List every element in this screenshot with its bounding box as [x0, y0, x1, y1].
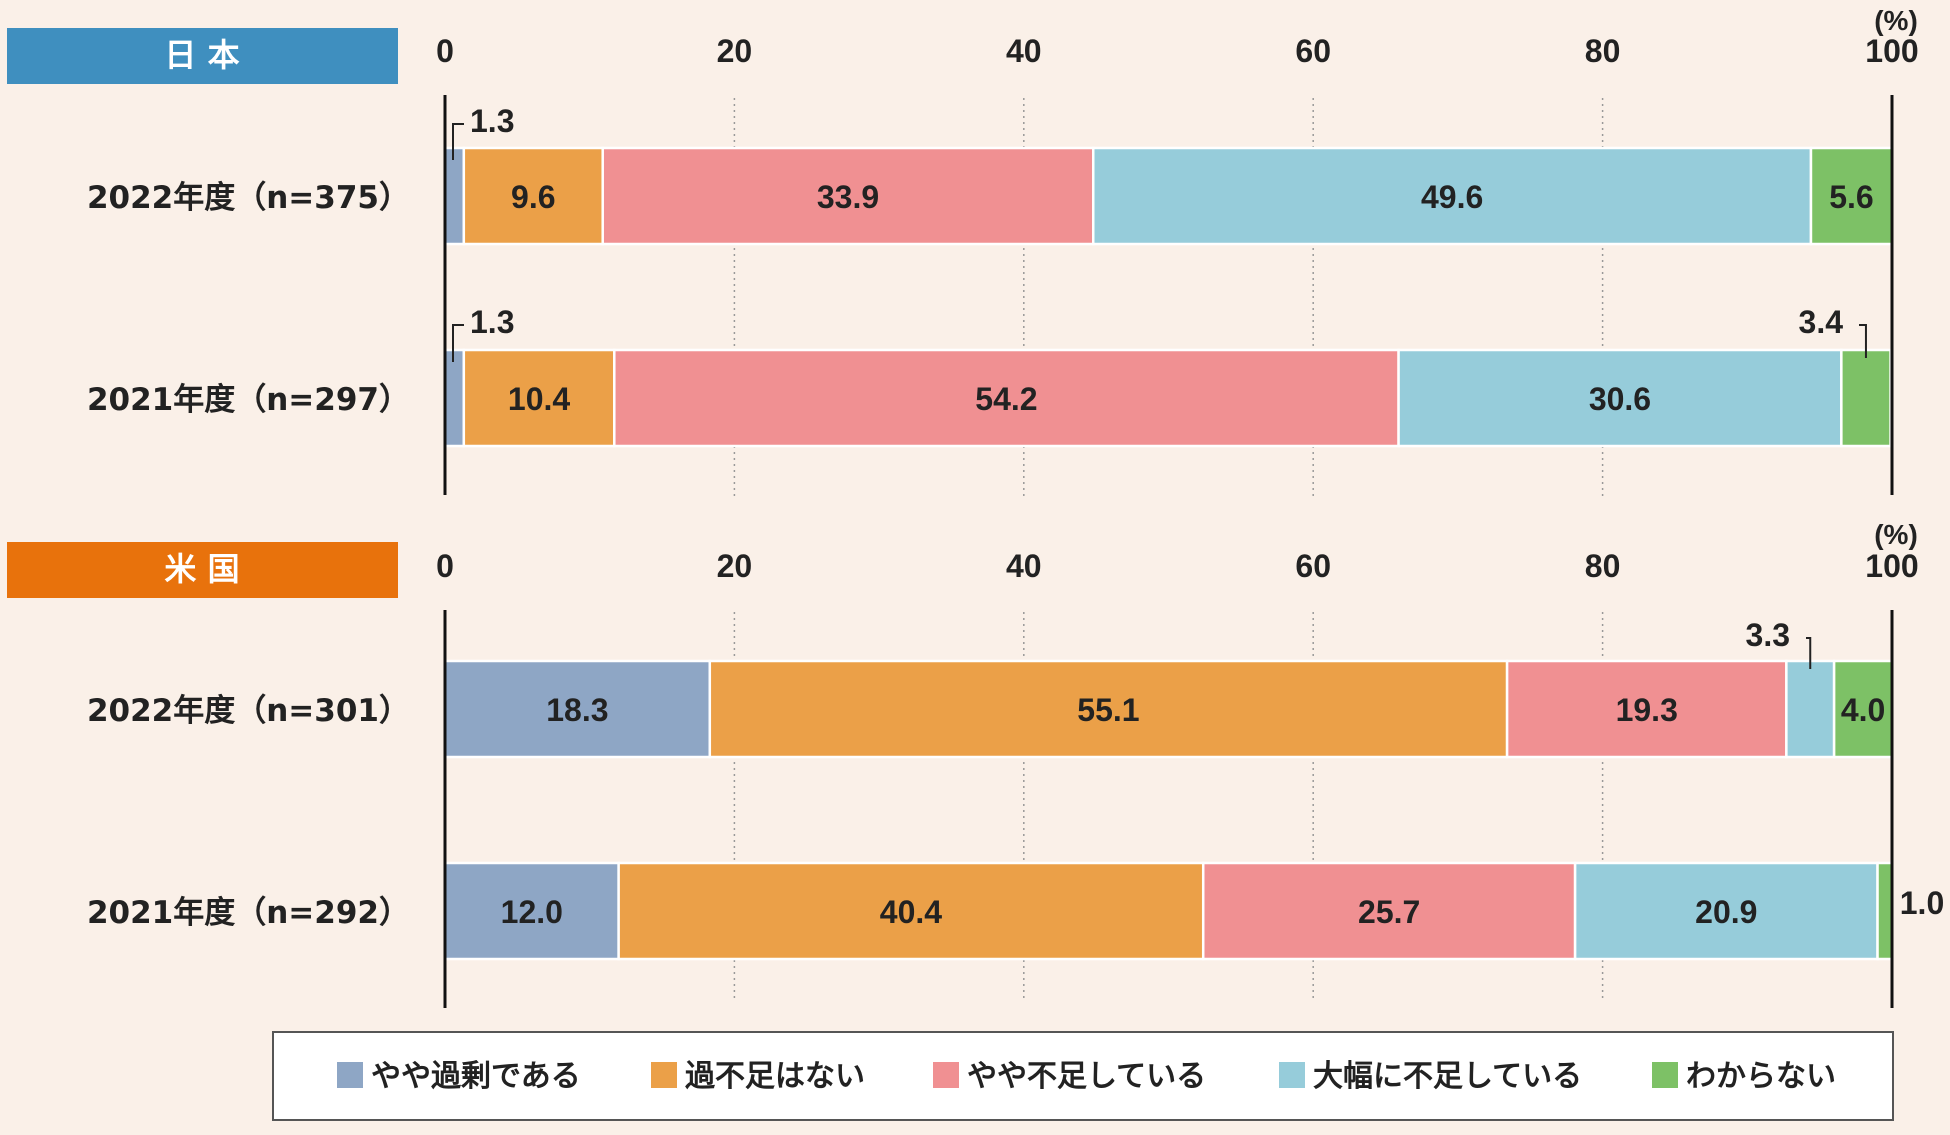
- legend-swatch: [1652, 1062, 1678, 1088]
- legend-swatch: [651, 1062, 677, 1088]
- bar-segment: [1840, 348, 1892, 448]
- tick-label-40: 40: [1006, 548, 1042, 584]
- tick-label-20: 20: [717, 548, 753, 584]
- data-label: 18.3: [546, 692, 608, 728]
- bar-segment: [1876, 861, 1894, 961]
- legend-item: 過不足はない: [685, 1059, 865, 1094]
- bar-segment: [443, 146, 466, 246]
- data-label: 40.4: [880, 894, 942, 930]
- data-label: 20.9: [1695, 894, 1757, 930]
- panel-title: 日 本: [164, 36, 239, 74]
- unit-label: (%): [1874, 5, 1918, 36]
- callout-line: [452, 123, 464, 160]
- tick-label-100: 100: [1865, 33, 1918, 69]
- bar-segment: [443, 348, 466, 448]
- bar-segment: [443, 861, 620, 961]
- callout-line: [1859, 324, 1867, 358]
- data-label: 1.3: [470, 103, 514, 139]
- legend-item: やや不足している: [967, 1059, 1206, 1094]
- bar-segment: [462, 146, 604, 246]
- bar-segment: [708, 659, 1509, 759]
- data-label: 3.3: [1746, 617, 1790, 653]
- legend-swatch: [933, 1062, 959, 1088]
- legend-box: [272, 1031, 1894, 1121]
- bar-segment: [613, 348, 1400, 448]
- panel-header: [7, 542, 398, 598]
- legend-item: 大幅に不足している: [1313, 1059, 1582, 1094]
- tick-label-40: 40: [1006, 33, 1042, 69]
- data-label: 19.3: [1616, 692, 1678, 728]
- legend-item: わからない: [1686, 1059, 1836, 1094]
- bar-segment: [601, 146, 1095, 246]
- bar-segment: [1397, 348, 1843, 448]
- row-label: 2022年度（n=301）: [87, 693, 410, 729]
- bar-segment: [1785, 659, 1836, 759]
- data-label: 4.0: [1841, 692, 1885, 728]
- bar-segment: [462, 348, 616, 448]
- chart-panel-0: 日 本 0 20 40 60 80 100(%) 2022年度（n=375） 1.3 9.6 33.…: [7, 5, 1919, 500]
- data-label: 10.4: [508, 381, 570, 417]
- callout-line: [452, 324, 464, 362]
- data-label: 49.6: [1421, 179, 1483, 215]
- tick-label-0: 0: [436, 548, 454, 584]
- data-label: 9.6: [511, 179, 555, 215]
- data-label: 30.6: [1589, 381, 1651, 417]
- tick-label-20: 20: [717, 33, 753, 69]
- bar-segment: [1573, 861, 1879, 961]
- tick-label-60: 60: [1295, 33, 1331, 69]
- data-label: 1.0: [1900, 885, 1944, 921]
- panel-title: 米 国: [164, 550, 239, 588]
- callout-line: [1806, 637, 1812, 669]
- panel-header: [7, 28, 398, 84]
- legend: やや過剰である 過不足はない やや不足している 大幅に不足している わからない: [272, 1031, 1894, 1121]
- row-label: 2021年度（n=292）: [87, 895, 410, 931]
- bar-segment: [1832, 659, 1894, 759]
- data-label: 3.4: [1799, 304, 1844, 340]
- data-label: 33.9: [817, 179, 879, 215]
- legend-swatch: [337, 1062, 363, 1088]
- tick-label-80: 80: [1585, 33, 1621, 69]
- data-label: 25.7: [1358, 894, 1420, 930]
- tick-label-60: 60: [1295, 548, 1331, 584]
- legend-swatch: [1279, 1062, 1305, 1088]
- legend-item: やや過剰である: [371, 1059, 581, 1094]
- data-label: 12.0: [501, 894, 563, 930]
- row-label: 2022年度（n=375）: [87, 180, 410, 216]
- unit-label: (%): [1874, 519, 1918, 550]
- tick-label-100: 100: [1865, 548, 1918, 584]
- data-label: 55.1: [1077, 692, 1139, 728]
- chart-panel-1: 米 国 0 20 40 60 80 100(%) 2022年度（n=301） 18.3 55.1 1…: [7, 519, 1944, 1008]
- data-label: 1.3: [470, 304, 514, 340]
- tick-label-0: 0: [436, 33, 454, 69]
- data-label: 54.2: [975, 381, 1037, 417]
- row-label: 2021年度（n=297）: [87, 382, 410, 418]
- tick-label-80: 80: [1585, 548, 1621, 584]
- data-label: 5.6: [1829, 179, 1873, 215]
